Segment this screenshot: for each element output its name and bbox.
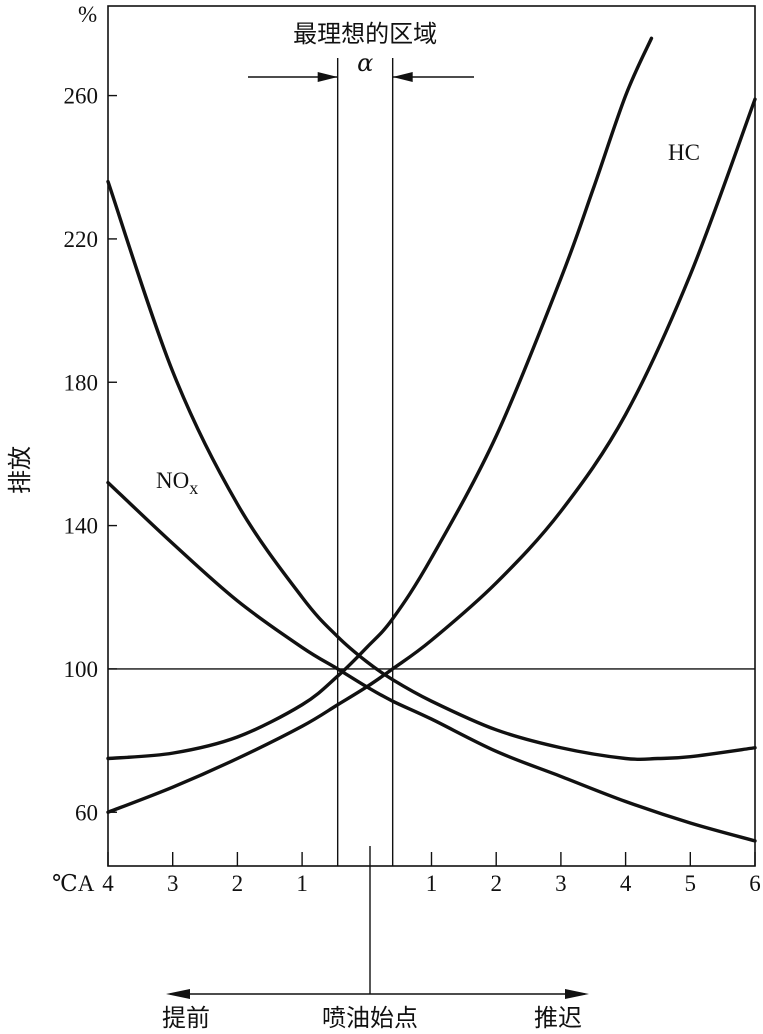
x-tick-label: 1 xyxy=(426,871,438,896)
y-unit-label: % xyxy=(78,2,97,27)
nox-label-main: NO xyxy=(156,468,189,493)
nox-label: NOx xyxy=(156,468,198,498)
optimal-region-title: 最理想的区域 xyxy=(293,20,437,48)
curve-series-4 xyxy=(106,97,757,814)
x-tick-label: 4 xyxy=(620,871,632,896)
x-tick-label: 6 xyxy=(749,871,761,896)
injection-start-label: 喷油始点 xyxy=(322,1004,418,1032)
y-tick-label: 100 xyxy=(64,657,99,682)
timing-arrow xyxy=(166,846,589,999)
curve-series-2 xyxy=(106,480,757,843)
y-tick-label: 180 xyxy=(64,370,99,395)
y-tick-label: 260 xyxy=(64,84,99,109)
optimal-right-arrowhead xyxy=(392,72,413,82)
curve-series-1 xyxy=(106,179,757,762)
x-tick-label: 3 xyxy=(167,871,179,896)
retard-label: 推迟 xyxy=(534,1004,582,1032)
advance-arrowhead xyxy=(166,989,190,999)
x-axis-ticks: 4 3 2 1 1 2 3 4 5 6 xyxy=(102,852,761,896)
x-tick-label: 2 xyxy=(490,871,502,896)
y-tick-label: 60 xyxy=(75,800,98,825)
optimal-region-symbol: α xyxy=(357,49,373,77)
x-unit-label: ℃A xyxy=(52,871,95,896)
curves xyxy=(106,36,757,843)
y-axis-title: 排放 xyxy=(6,446,34,494)
y-tick-label: 220 xyxy=(64,227,99,252)
retard-arrowhead xyxy=(565,989,589,999)
x-tick-label: 4 xyxy=(102,871,114,896)
x-tick-label: 2 xyxy=(232,871,244,896)
hc-label: HC xyxy=(668,140,700,165)
x-tick-label: 5 xyxy=(685,871,697,896)
optimal-region xyxy=(248,58,474,866)
y-axis-ticks: 60 100 140 180 220 260 xyxy=(64,84,117,825)
advance-label: 提前 xyxy=(162,1004,210,1032)
x-tick-label: 3 xyxy=(555,871,567,896)
x-tick-label: 1 xyxy=(296,871,308,896)
y-tick-label: 140 xyxy=(64,514,99,539)
curve-series-3 xyxy=(106,36,654,761)
nox-label-subscript: x xyxy=(189,478,198,498)
optimal-left-arrowhead xyxy=(317,72,338,82)
